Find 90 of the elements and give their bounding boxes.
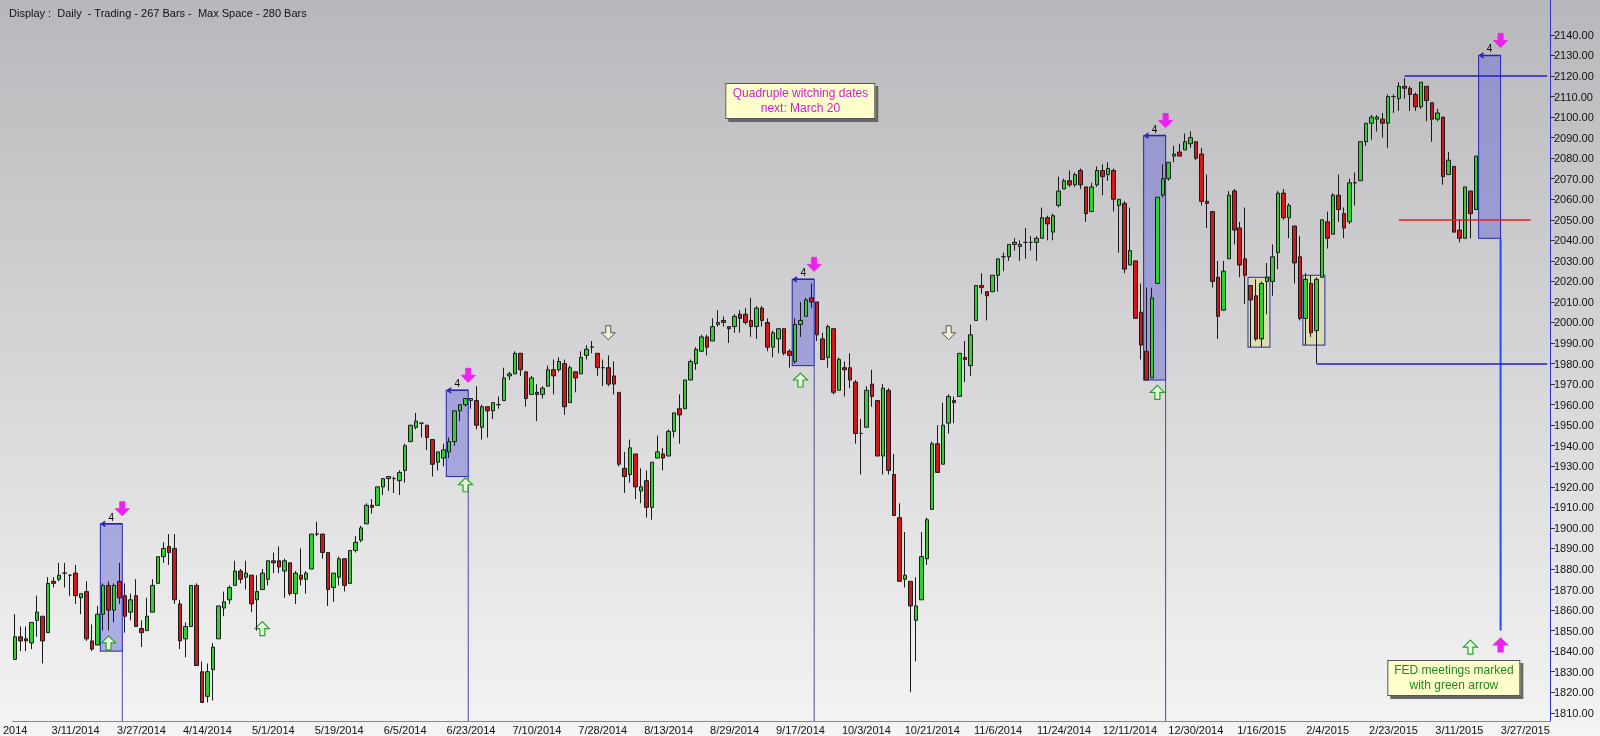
y-tick-label: 1850.00 xyxy=(1554,624,1594,637)
candlestick xyxy=(590,340,594,354)
x-tick-label: 2014 xyxy=(2,723,28,736)
text: Display : Daily - Trading - 267 Bars - Max Space - 280 Bars xyxy=(9,6,308,19)
x-tick-label: 11/6/2014 xyxy=(974,723,1023,736)
candlestick xyxy=(403,443,407,484)
candlestick xyxy=(1155,196,1160,284)
candlestick xyxy=(227,584,232,605)
x-tick-label: 1/16/2015 xyxy=(1237,723,1287,736)
candlestick xyxy=(853,379,858,445)
x-tick-label: 3/27/2015 xyxy=(1500,723,1550,736)
y-tick-label: 2010.00 xyxy=(1554,295,1594,308)
candlestick xyxy=(1056,176,1061,208)
y-tick-label: 2080.00 xyxy=(1554,152,1594,165)
y-tick-label: 2020.00 xyxy=(1554,275,1594,288)
x-tick-label: 9/17/2014 xyxy=(775,723,825,736)
x-tick-label: 5/19/2014 xyxy=(314,723,364,736)
y-tick-label: 1840.00 xyxy=(1554,645,1594,658)
y-tick-label: 1930.00 xyxy=(1554,460,1594,473)
annotation: 4 xyxy=(454,378,461,390)
candlestick xyxy=(617,391,621,467)
y-tick-label: 1940.00 xyxy=(1554,439,1594,452)
x-tick-label: 11/24/2014 xyxy=(1036,723,1092,736)
candlestick xyxy=(309,533,314,570)
candlestick xyxy=(1023,227,1028,260)
y-tick-label: 2030.00 xyxy=(1554,254,1594,267)
x-tick-label: 7/10/2014 xyxy=(512,723,562,736)
y-tick-label: 2040.00 xyxy=(1554,234,1594,247)
x-tick-label: 7/28/2014 xyxy=(578,723,628,736)
y-tick-label: 2090.00 xyxy=(1554,131,1594,144)
x-tick-label: 12/11/2014 xyxy=(1102,723,1158,736)
candlestick xyxy=(359,525,363,543)
y-tick-label: 2060.00 xyxy=(1554,193,1594,206)
y-tick-label: 2120.00 xyxy=(1554,70,1594,82)
candlestick xyxy=(502,367,506,402)
x-tick-label: 8/29/2014 xyxy=(710,723,760,736)
x-tick-label: 8/13/2014 xyxy=(644,723,694,736)
y-tick-label: 1920.00 xyxy=(1554,480,1594,493)
y-tick-label: 2070.00 xyxy=(1554,172,1594,185)
x-tick-label: 10/21/2014 xyxy=(904,723,960,736)
y-tick-label: 1860.00 xyxy=(1554,604,1594,617)
y-tick-label: 1960.00 xyxy=(1554,398,1594,411)
x-tick-label: 6/5/2014 xyxy=(383,723,427,736)
annotation: 4 xyxy=(108,511,115,523)
annotation: 4 xyxy=(1486,43,1493,55)
y-tick-label: 1970.00 xyxy=(1554,378,1594,391)
annotation: 4 xyxy=(800,267,806,279)
candlestick xyxy=(62,562,67,588)
y-tick-label: 1950.00 xyxy=(1554,419,1594,432)
candlestick xyxy=(859,418,863,475)
candlestick xyxy=(425,424,429,451)
y-tick-label: 1890.00 xyxy=(1554,542,1594,555)
candlestick xyxy=(496,395,501,410)
y-tick-label: 1900.00 xyxy=(1554,521,1594,534)
x-tick-label: 4/14/2014 xyxy=(182,723,232,736)
candlestick xyxy=(211,642,215,701)
y-tick-label: 1980.00 xyxy=(1554,357,1594,370)
x-tick-label: 10/3/2014 xyxy=(841,723,891,736)
x-tick-label: 5/1/2014 xyxy=(251,723,295,736)
x-tick-label: 3/11/2014 xyxy=(51,723,100,736)
x-tick-label: 6/23/2014 xyxy=(446,723,496,736)
y-tick-label: 2130.00 xyxy=(1554,49,1594,62)
y-tick-label: 2000.00 xyxy=(1554,316,1594,329)
y-tick-label: 1870.00 xyxy=(1554,583,1594,596)
x-tick-label: 2/23/2015 xyxy=(1369,723,1418,736)
annotation: FED meetings marked with green arrow xyxy=(1387,659,1521,696)
candlestick xyxy=(1353,172,1357,206)
y-tick-label: 2110.00 xyxy=(1554,90,1593,103)
annotation: Quadruple witching dates next: March 20 xyxy=(725,82,876,119)
y-tick-label: 2140.00 xyxy=(1554,28,1594,41)
candlestick xyxy=(150,578,155,613)
y-tick-label: 2050.00 xyxy=(1554,213,1594,226)
x-tick-label: 3/11/2015 xyxy=(1435,723,1484,736)
y-tick-label: 1880.00 xyxy=(1554,562,1594,575)
candlestick xyxy=(584,344,589,360)
candlestick xyxy=(595,352,600,377)
y-tick-label: 1990.00 xyxy=(1554,337,1594,350)
x-tick-label: 3/27/2014 xyxy=(117,723,166,736)
y-tick-label: 1830.00 xyxy=(1554,665,1594,678)
y-tick-label: 2100.00 xyxy=(1554,111,1594,124)
annotation: 4 xyxy=(1151,123,1158,135)
candlestick xyxy=(419,422,424,439)
candlestick xyxy=(57,562,61,582)
y-tick-label: 1820.00 xyxy=(1554,686,1594,699)
x-tick-label: 2/4/2015 xyxy=(1306,723,1350,736)
y-tick-label: 1910.00 xyxy=(1554,501,1594,514)
candlestick xyxy=(892,453,896,517)
y-tick-label: 1810.00 xyxy=(1554,706,1594,719)
x-tick-label: 12/30/2014 xyxy=(1168,723,1224,736)
candlestick xyxy=(397,469,402,496)
